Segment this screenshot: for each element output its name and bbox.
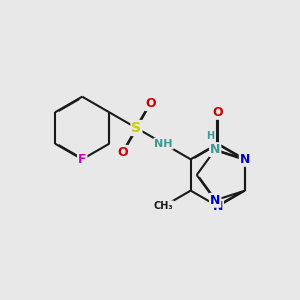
Text: N: N xyxy=(210,143,220,156)
Text: CH₃: CH₃ xyxy=(154,201,173,211)
Text: O: O xyxy=(117,146,128,159)
Text: H: H xyxy=(206,131,215,141)
Text: N: N xyxy=(210,194,220,207)
Text: O: O xyxy=(212,106,223,119)
Text: NH: NH xyxy=(154,139,173,148)
Text: S: S xyxy=(131,121,141,135)
Text: N: N xyxy=(240,153,250,166)
Text: F: F xyxy=(78,153,86,166)
Text: O: O xyxy=(145,97,156,110)
Text: N: N xyxy=(213,200,223,213)
